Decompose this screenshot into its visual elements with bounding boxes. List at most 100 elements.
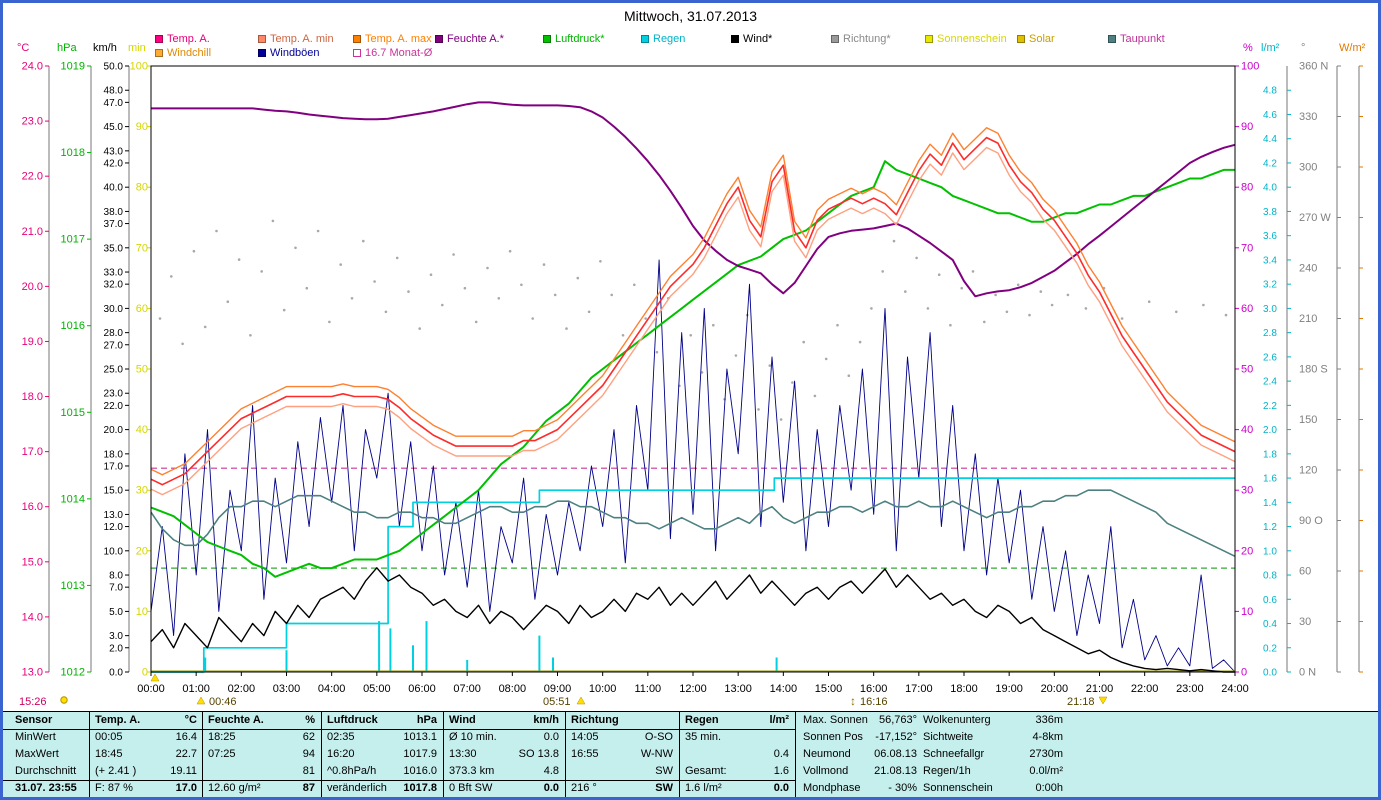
stat-feuchte-label: Feuchte A. (208, 714, 264, 726)
x-axis-tick-label: 20:00 (1041, 683, 1069, 695)
rain-bars (204, 621, 778, 672)
updown-arrow-icon: ↕ (850, 694, 856, 708)
legend-swatch-icon (155, 35, 163, 43)
kmh-axis-tick-label: 17.0 (104, 461, 124, 472)
kmh-axis-tick-label: 15.0 (104, 486, 124, 497)
liter-axis-tick-label: 4.8 (1263, 86, 1277, 97)
daily-stats-table: Sensor MinWert MaxWert Durchschnitt 31.07. 2… (3, 711, 1378, 797)
stat-wind-value: km/h (533, 714, 559, 726)
stat-richtung-value: SW (655, 765, 673, 777)
x-axis-tick-label: 07:00 (453, 683, 481, 695)
x-axis-tick-label: 11:00 (634, 683, 661, 695)
liter-axis-tick-label: 3.0 (1263, 304, 1277, 315)
legend-swatch-icon (543, 35, 551, 43)
stat-regen-value: 0.4 (773, 748, 789, 760)
x-axis-tick-label: 09:00 (544, 683, 572, 695)
kmh-axis-tick-label: 5.0 (109, 607, 123, 618)
legend-label: Windböen (270, 47, 320, 59)
stat-regen-label: Regen (685, 714, 719, 726)
celsius-axis-tick-label: 19.0 (22, 336, 43, 348)
legend-label: Temp. A. max (365, 33, 432, 45)
stat-richtung-value: W-NW (640, 748, 673, 760)
table-column-separator (89, 712, 90, 797)
degree-axis-tick-label: 240 (1299, 263, 1317, 275)
series-taupunkt (150, 489, 1236, 558)
liter-axis-tick-label: 0.6 (1263, 595, 1277, 606)
stat-richtung-value: O-SO (644, 731, 673, 743)
degree-axis-tick-label: 330 (1299, 111, 1317, 123)
chart-date-title: Mittwoch, 31.07.2013 (623, 8, 758, 24)
kmh-axis-unit-label: km/h (93, 42, 117, 54)
stat-row-label: Durchschnitt (15, 765, 77, 777)
x-axis-tick-label: 02:00 (228, 683, 256, 695)
legend-item-luftdruck: Luftdruck* (543, 33, 605, 45)
stat-wind-label: 13:30 (449, 748, 477, 760)
stat-wind-value: 0.0 (543, 782, 559, 794)
kmh-axis-tick-label: 20.0 (104, 425, 124, 436)
degree-axis-tick-label: 120 (1299, 465, 1317, 477)
stat-luftdruck-label: 02:35 (327, 731, 355, 743)
series-temp (150, 136, 1236, 486)
stat-richtung-label: 16:55 (571, 748, 599, 760)
legend-swatch-icon (353, 49, 361, 57)
x-axis-tick-label: 03:00 (273, 683, 301, 695)
degree-axis-tick-label: 270 W (1299, 212, 1331, 224)
hpa-axis-unit-label: hPa (57, 42, 77, 54)
atmo-info-label: Sichtweite (923, 731, 974, 743)
legend-swatch-icon (353, 35, 361, 43)
x-axis-tick-label: 19:00 (995, 683, 1023, 695)
stat-regen-value: 0.0 (773, 782, 789, 794)
stat-temp-label: F: 87 % (95, 782, 133, 794)
kmh-axis-tick-label: 22.0 (104, 401, 124, 412)
stat-wind-value: 0.0 (543, 731, 559, 743)
stat-temp-value: °C (184, 714, 197, 726)
table-column-separator (443, 712, 444, 797)
kmh-axis-tick-label: 35.0 (104, 243, 124, 254)
legend-swatch-icon (258, 35, 266, 43)
legend-item-richtung: Richtung* (831, 33, 891, 45)
percent-axis-tick-label: 0 (1241, 667, 1247, 679)
stat-wind-value: 4.8 (543, 765, 559, 777)
legend-swatch-icon (641, 35, 649, 43)
stat-feuchte-value: 87 (302, 782, 315, 794)
stat-temp-label: 18:45 (95, 748, 123, 760)
stat-luftdruck-value: 1017.8 (403, 782, 437, 794)
celsius-axis-tick-label: 17.0 (22, 446, 43, 458)
kmh-axis-tick-label: 32.0 (104, 280, 124, 291)
x-axis: 00:00 01:00 02:00 03:00 04:00 05:00 06:00 07:00… (137, 672, 1249, 695)
series-windboeen (150, 259, 1236, 673)
legend-item-taupunkt: Taupunkt (1108, 33, 1165, 45)
legend-swatch-icon (731, 35, 739, 43)
stat-richtung-label: 216 ° (571, 782, 597, 794)
x-axis-tick-label: 13:00 (724, 683, 752, 695)
stat-regen-value: l/m² (769, 714, 789, 726)
chart-legend: Temp. A. Temp. A. min Temp. A. max Feuchte … (3, 3, 1378, 63)
series-temp-max (150, 126, 1236, 476)
stat-temp-value: 17.0 (175, 782, 197, 794)
liter-axis: 4.8 4.6 4.4 4.2 4.0 3.8 3.6 3.4 3.2 3.0 2.8 2.6 2.4 2… (1261, 42, 1291, 679)
liter-axis-tick-label: 4.6 (1263, 110, 1277, 121)
kmh-axis-tick-label: 30.0 (104, 304, 124, 315)
stat-luftdruck-label: 16:20 (327, 748, 355, 760)
legend-item-temp-a-min: Temp. A. min (258, 33, 334, 45)
atmo-info-label: Wolkenunterg (923, 714, 991, 726)
series-regen (151, 477, 1235, 673)
legend-label: 16.7 Monat-Ø (365, 47, 433, 59)
stat-feuchte-value: % (305, 714, 315, 726)
legend-label: Windchill (167, 47, 212, 59)
min-axis-tick-label: 0 (142, 667, 148, 679)
percent-axis-tick-label: 10 (1241, 606, 1253, 618)
degree-axis: 360 N 330 300 270 W 240 210 180 S 150 120 90 O 60 3… (1299, 42, 1341, 679)
percent-axis-tick-label: 50 (1241, 364, 1253, 376)
celsius-axis-tick-label: 23.0 (22, 116, 43, 128)
x-axis-tick-label: 23:00 (1176, 683, 1204, 695)
stat-temp-label: (+ 2.41 ) (95, 765, 137, 777)
series-luftdruck (150, 160, 1235, 578)
kmh-axis-tick-label: 7.0 (109, 583, 123, 594)
hpa-axis-tick-label: 1018 (61, 147, 85, 159)
hpa-axis: 1019 1018 1017 1016 1015 1014 1013 1012 hPa (57, 42, 92, 679)
stat-richtung-label: 14:05 (571, 731, 599, 743)
kmh-axis-tick-label: 27.0 (104, 340, 124, 351)
stat-feuchte-value: 62 (302, 731, 315, 743)
